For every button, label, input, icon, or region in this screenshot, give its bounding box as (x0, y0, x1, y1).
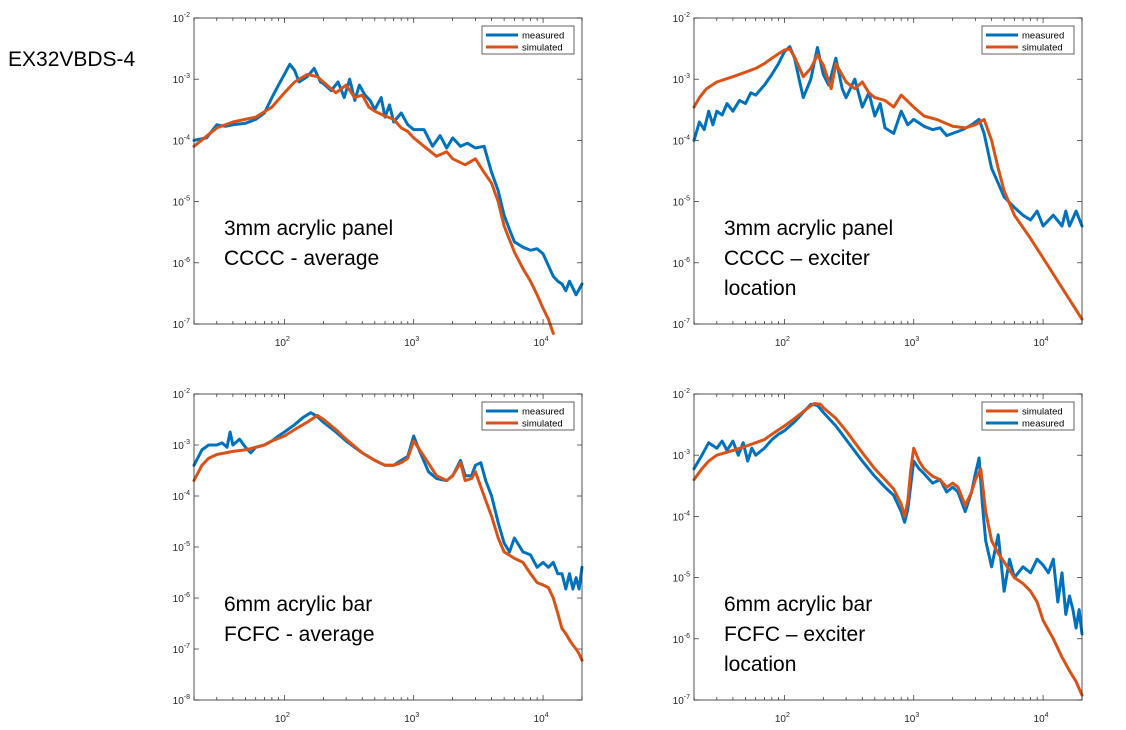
axes-frame (693, 393, 1083, 701)
chart-top-left: 10-7 10-6 10-5 10-4 10-3 10-2 102 103 104 measure… (173, 12, 584, 349)
series-measured-line (692, 402, 1084, 636)
y-tick-label: 10-4 (173, 490, 190, 503)
y-tick-label: 10-8 (173, 694, 190, 707)
chart-top-right: 10-7 10-6 10-5 10-4 10-3 10-2 102 103 104 measure… (673, 12, 1084, 349)
series-simulated-line (192, 413, 584, 662)
y-tick-label: 10-2 (173, 388, 190, 401)
y-tick-label: 10-6 (173, 592, 190, 605)
legend-label-measured: measured (522, 407, 564, 418)
y-tick-label: 10-2 (173, 12, 190, 25)
y-tick-label: 10-2 (673, 12, 690, 25)
annotation-text: location (724, 277, 796, 300)
plot-area (194, 394, 582, 700)
y-tick-label: 10-7 (673, 694, 690, 707)
legend-label-simulated: simulated (1022, 43, 1063, 54)
page-title: EX32VBDS-4 (8, 48, 136, 71)
legend-label-measured: measured (1022, 31, 1064, 42)
legend-label-measured: measured (1022, 419, 1064, 430)
x-tick-label: 102 (275, 336, 290, 349)
y-tick-label: 10-4 (173, 134, 190, 147)
legend-label-simulated: simulated (522, 419, 563, 430)
annotation-text: FCFC – exciter (724, 623, 865, 646)
axes-frame (193, 393, 583, 701)
chart-bottom-left: 10-8 10-7 10-6 10-5 10-4 10-3 10-2 102 103 104 mea… (173, 388, 584, 725)
plot-area (194, 18, 582, 324)
y-tick-label: 10-2 (673, 388, 690, 401)
y-tick-label: 10-7 (173, 643, 190, 656)
x-tick-label: 102 (775, 712, 790, 725)
annotation-text: 6mm acrylic bar (224, 593, 372, 616)
y-tick-label: 10-6 (673, 633, 690, 646)
plot-area (694, 18, 1082, 324)
y-tick-label: 10-4 (673, 134, 690, 147)
legend-label-simulated: simulated (1022, 407, 1063, 418)
y-tick-label: 10-3 (173, 73, 190, 86)
axes-frame (193, 17, 583, 325)
y-tick-label: 10-7 (673, 318, 690, 331)
y-tick-label: 10-3 (673, 73, 690, 86)
y-tick-label: 10-6 (173, 257, 190, 270)
y-tick-label: 10-3 (673, 449, 690, 462)
legend-label-measured: measured (522, 31, 564, 42)
y-tick-label: 10-5 (173, 541, 190, 554)
y-tick-label: 10-5 (173, 196, 190, 209)
x-tick-label: 102 (775, 336, 790, 349)
y-tick-label: 10-5 (673, 572, 690, 585)
annotation-text: 3mm acrylic panel (224, 217, 393, 240)
y-tick-label: 10-6 (673, 257, 690, 270)
annotation-text: location (724, 653, 796, 676)
annotation-text: 6mm acrylic bar (724, 593, 872, 616)
x-tick-label: 104 (534, 336, 549, 349)
legend-box (481, 25, 575, 55)
series-measured-line (192, 62, 584, 297)
y-tick-label: 10-4 (673, 510, 690, 523)
axes-frame (693, 17, 1083, 325)
legend-box (981, 25, 1075, 55)
x-tick-label: 104 (1034, 712, 1049, 725)
series-simulated-line (692, 402, 1084, 697)
y-tick-label: 10-7 (173, 318, 190, 331)
legend-box (981, 401, 1075, 431)
x-tick-label: 104 (534, 712, 549, 725)
annotation-text: FCFC - average (224, 623, 375, 646)
y-tick-label: 10-5 (673, 196, 690, 209)
x-tick-label: 103 (404, 712, 419, 725)
annotation-text: 3mm acrylic panel (724, 217, 893, 240)
x-tick-label: 103 (904, 712, 919, 725)
annotation-text: CCCC - average (224, 247, 379, 270)
series-simulated-line (692, 47, 1084, 321)
legend-box (481, 401, 575, 431)
chart-bottom-right: 10-7 10-6 10-5 10-4 10-3 10-2 102 103 104 simulat… (673, 388, 1084, 725)
x-tick-label: 103 (904, 336, 919, 349)
series-simulated-line (192, 72, 555, 335)
y-tick-label: 10-3 (173, 439, 190, 452)
plot-area (694, 394, 1082, 700)
legend-label-simulated: simulated (522, 43, 563, 54)
x-tick-label: 102 (275, 712, 290, 725)
x-tick-label: 103 (404, 336, 419, 349)
annotation-text: CCCC – exciter (724, 247, 870, 270)
x-tick-label: 104 (1034, 336, 1049, 349)
